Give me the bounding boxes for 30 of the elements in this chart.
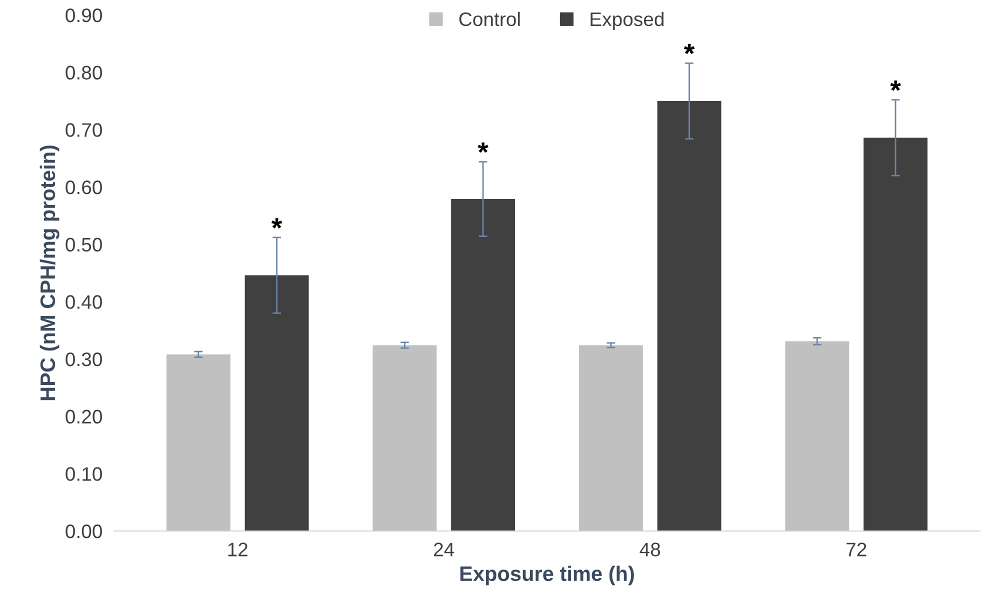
y-tick-label: 0.60 [66, 180, 102, 194]
x-tick-label: 12 [228, 542, 248, 556]
bar [578, 345, 643, 531]
bar [244, 275, 309, 531]
bar [657, 101, 722, 531]
y-tick-label: 0.20 [66, 410, 102, 424]
x-tick-label: 48 [640, 542, 660, 556]
y-tick-label: 0.10 [66, 467, 102, 481]
annotation: * [890, 80, 901, 91]
annotation: * [271, 218, 282, 228]
bar [864, 138, 928, 531]
y-tick-label: 0.30 [66, 352, 102, 366]
y-tick-label: 0.90 [66, 8, 102, 22]
bar [166, 354, 230, 531]
bar [372, 345, 437, 531]
annotation: * [684, 44, 695, 54]
y-tick-label: 0.70 [66, 123, 102, 137]
legend-label: Control [459, 12, 520, 26]
annotation: * [478, 142, 488, 153]
y-tick-label: 0.00 [66, 524, 102, 538]
bar [785, 341, 850, 531]
y-tick-label: 0.50 [66, 238, 102, 252]
bar [451, 199, 516, 531]
y-tick-label: 0.40 [66, 295, 102, 309]
x-tick-label: 72 [846, 542, 866, 556]
x-axis-title: Exposure time (h) [460, 566, 634, 586]
y-tick-label: 0.80 [66, 66, 102, 80]
legend-label: Exposed [590, 12, 664, 30]
y-axis-title: HPC (nM CPH/mg protein) [40, 146, 60, 400]
x-tick-label: 24 [434, 542, 454, 556]
